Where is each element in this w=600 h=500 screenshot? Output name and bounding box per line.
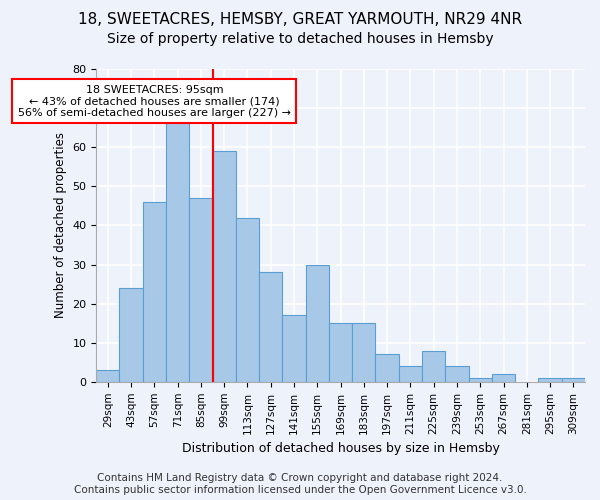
Bar — [143, 202, 166, 382]
Bar — [422, 350, 445, 382]
Bar — [305, 264, 329, 382]
Bar — [352, 323, 376, 382]
Bar — [562, 378, 585, 382]
Bar — [189, 198, 212, 382]
Text: Size of property relative to detached houses in Hemsby: Size of property relative to detached ho… — [107, 32, 493, 46]
Bar — [445, 366, 469, 382]
Bar — [236, 218, 259, 382]
Y-axis label: Number of detached properties: Number of detached properties — [54, 132, 67, 318]
Bar — [538, 378, 562, 382]
X-axis label: Distribution of detached houses by size in Hemsby: Distribution of detached houses by size … — [182, 442, 500, 455]
Text: 18 SWEETACRES: 95sqm
← 43% of detached houses are smaller (174)
56% of semi-deta: 18 SWEETACRES: 95sqm ← 43% of detached h… — [18, 84, 291, 118]
Bar — [212, 151, 236, 382]
Bar — [166, 116, 189, 382]
Text: Contains HM Land Registry data © Crown copyright and database right 2024.
Contai: Contains HM Land Registry data © Crown c… — [74, 474, 526, 495]
Bar — [283, 316, 305, 382]
Bar — [469, 378, 492, 382]
Bar — [492, 374, 515, 382]
Bar — [96, 370, 119, 382]
Bar — [259, 272, 283, 382]
Bar — [399, 366, 422, 382]
Bar — [119, 288, 143, 382]
Text: 18, SWEETACRES, HEMSBY, GREAT YARMOUTH, NR29 4NR: 18, SWEETACRES, HEMSBY, GREAT YARMOUTH, … — [78, 12, 522, 28]
Bar — [376, 354, 399, 382]
Bar — [329, 323, 352, 382]
